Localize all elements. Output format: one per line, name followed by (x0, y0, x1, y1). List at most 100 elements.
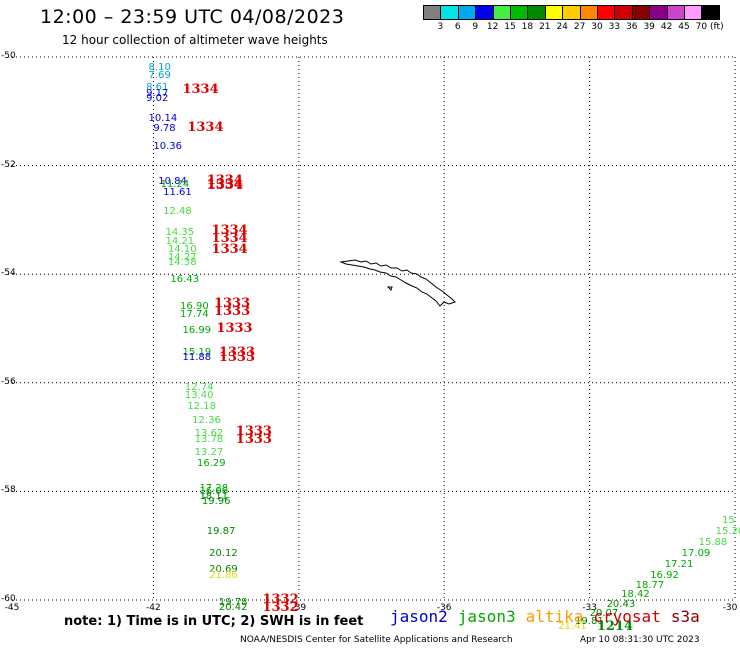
swh-observation: 17.21 (664, 558, 694, 570)
south-georgia-coastline (339, 259, 456, 307)
swh-observation: 19.87 (206, 526, 236, 538)
swh-observation: 19.78 (218, 596, 248, 608)
pass-number-label: 1333 (218, 344, 256, 360)
colorbar-cell (701, 5, 720, 20)
colorbar-label: 18 (521, 22, 534, 32)
swh-observation: 15.19 (182, 346, 212, 358)
colorbar-label: 6 (454, 22, 461, 32)
pass-number-label: 1332 (262, 600, 299, 616)
swh-observation: 16.90 (180, 300, 209, 312)
colorbar-label: 27 (573, 22, 586, 32)
pass-number-label: 1333 (213, 296, 251, 312)
swh-observation: 14.27 (167, 251, 197, 263)
swh-observation: 16.43 (170, 273, 199, 285)
swh-observation: 13.62 (194, 428, 224, 440)
swh-observation: 20.42 (218, 602, 248, 614)
colorbar-label: 12 (486, 22, 499, 32)
colorbar-label: 3 (437, 22, 444, 32)
swh-observation: 14.10 (167, 243, 197, 255)
pass-number-label: 1333 (216, 320, 253, 336)
colorbar-label: 30 (591, 22, 603, 32)
lon-label: -45 (4, 603, 20, 613)
swh-observation: 21.86 (209, 569, 238, 581)
swh-observation: 20.69 (209, 564, 238, 576)
swh-observation: 10.84 (158, 175, 187, 187)
swh-observation: 7.69 (148, 70, 171, 81)
lat-label: -58 (1, 485, 16, 496)
pass-number-label: 1334 (211, 230, 248, 246)
colorbar-label: 24 (556, 22, 568, 32)
colorbar-label: 39 (643, 22, 655, 32)
legend-jason2: jason2 (390, 607, 448, 626)
lat-label: -50 (1, 51, 16, 61)
satellite-legend: jason2 jason3 altika cryosat s3a (390, 607, 710, 626)
pass-number-label: 1333 (235, 423, 272, 439)
swh-observation: 17.28 (199, 482, 229, 494)
legend-cryosat: cryosat (593, 607, 661, 626)
pass-number-label: 1334 (206, 176, 243, 192)
colorbar-label: 70 (695, 22, 708, 32)
pass-number-label: 1334 (211, 241, 248, 257)
pass-number-label: 1333 (213, 304, 251, 320)
swh-observation: 18.42 (621, 588, 650, 600)
pass-number-label: 1332 (262, 592, 299, 607)
swh-observation: 18.77 (635, 580, 665, 592)
credit-text: NOAA/NESDIS Center for Satellite Applica… (240, 635, 513, 645)
swh-observation: 10.14 (148, 113, 178, 125)
legend-altika: altika (525, 607, 584, 626)
swh-observation: 12.36 (192, 414, 221, 426)
swh-observation: 9.02 (146, 93, 169, 105)
footer-note: note: 1) Time is in UTC; 2) SWH is in fe… (64, 614, 364, 629)
swh-observation: 14.38 (167, 257, 197, 269)
swh-observation: 8.61 (146, 82, 169, 94)
swh-observation: 14.35 (165, 227, 195, 239)
colorbar-unit: (ft) (710, 22, 724, 32)
colorbar-label: 15 (504, 22, 516, 32)
colorbar-label: 45 (678, 22, 690, 32)
swh-observation: 15 (722, 515, 735, 527)
lat-label: -54 (1, 268, 16, 279)
pass-number-label: 1333 (235, 431, 272, 447)
swh-observation: 12.48 (163, 205, 192, 217)
swh-observation: 9.17 (146, 87, 169, 99)
swh-observation: 13.78 (194, 433, 224, 445)
map-title: 12:00 – 23:59 UTC 04/08/2023 (40, 6, 345, 28)
lat-label: -56 (1, 376, 16, 387)
swh-observation: 9.78 (153, 122, 176, 134)
pass-number-label: 1334 (206, 172, 243, 188)
swh-observation: 11.88 (182, 352, 212, 364)
legend-s3a: s3a (670, 607, 700, 626)
swh-observation: 16.99 (182, 325, 212, 337)
swh-observation: 17.09 (681, 547, 711, 559)
pass-number-label: 1334 (182, 81, 219, 97)
pass-number-label: 1214 (596, 619, 634, 635)
swh-observation: 10.36 (153, 140, 183, 152)
colorbar-label: 36 (626, 22, 638, 32)
swh-observation: 11.61 (163, 186, 192, 198)
swh-observation: 8.10 (148, 61, 171, 73)
colorbar-label: 9 (472, 22, 479, 32)
swh-observation: 13.40 (184, 390, 214, 402)
legend-jason3: jason3 (457, 607, 516, 626)
swh-observation: 19.96 (201, 496, 231, 508)
lon-label: -39 (291, 603, 307, 613)
lon-label: -36 (436, 603, 452, 613)
swh-observation: 13.27 (194, 447, 224, 459)
pass-number-label: 1334 (187, 119, 224, 135)
pass-number-label: 1334 (211, 222, 248, 238)
clerke-rocks (386, 286, 393, 291)
lat-label: -52 (1, 159, 16, 170)
colorbar-label: 33 (608, 22, 621, 32)
swh-observation: 20.43 (606, 599, 636, 611)
timestamp: Apr 10 08:31:30 UTC 2023 (580, 635, 700, 645)
colorbar-label: 21 (539, 22, 551, 32)
swh-observation: 14.21 (165, 235, 195, 247)
pass-number-label: 1333 (218, 350, 256, 366)
lon-label: -42 (146, 603, 161, 613)
lon-label: -30 (722, 603, 738, 613)
swh-observation: 16.92 (650, 569, 679, 581)
colorbar-label: 42 (660, 22, 673, 32)
swh-observation: 12.18 (187, 401, 216, 413)
